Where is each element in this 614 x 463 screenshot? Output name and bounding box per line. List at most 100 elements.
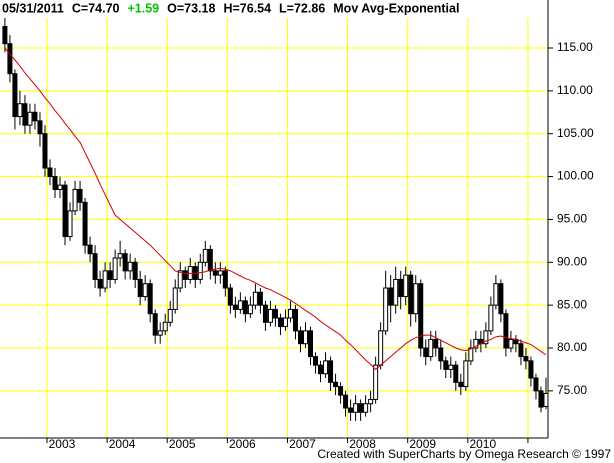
y-tick-label: 90.00 <box>557 254 587 268</box>
candle-body <box>42 133 48 169</box>
header-item: +1.59 <box>127 1 159 15</box>
candle-body <box>22 103 28 126</box>
candle-body <box>12 73 18 118</box>
y-tick-label: 95.00 <box>557 212 587 226</box>
candle-body <box>388 287 394 306</box>
candle-body <box>277 317 283 328</box>
candle-body <box>207 248 213 272</box>
candle-body <box>202 248 208 263</box>
candle-body <box>297 330 303 345</box>
candle-body <box>282 317 288 328</box>
candle-body <box>72 188 78 212</box>
candle-body <box>503 313 509 349</box>
candle-body <box>318 364 324 375</box>
moving-average-line <box>4 47 547 371</box>
candle-body <box>358 403 364 413</box>
candle-body <box>458 381 464 388</box>
candle-body <box>107 270 113 280</box>
x-tick-label: 2006 <box>229 437 256 451</box>
candle-body <box>433 338 439 349</box>
candle-body <box>92 253 98 280</box>
candle-body <box>448 364 454 370</box>
header-item: Mov Avg-Exponential <box>333 1 459 15</box>
candle-body <box>323 360 329 375</box>
candle-body <box>222 270 228 289</box>
candle-body <box>112 257 118 280</box>
candle-body <box>292 308 298 332</box>
header-item: H=76.54 <box>223 1 271 15</box>
x-tick-label: 2005 <box>169 437 196 451</box>
candle-body <box>468 347 474 362</box>
candle-body <box>127 261 133 272</box>
candle-body <box>543 392 549 407</box>
candle-body <box>137 278 143 298</box>
candle-body <box>453 364 459 383</box>
candle-body <box>87 244 93 255</box>
candle-body <box>52 176 58 190</box>
candle-body <box>117 253 123 259</box>
candle-body <box>438 347 444 362</box>
candle-body <box>167 308 173 323</box>
candle-body <box>247 304 253 315</box>
candle-body <box>488 304 494 332</box>
x-tick-label: 2010 <box>469 437 496 451</box>
candle-body <box>393 278 399 306</box>
candle-body <box>162 321 168 332</box>
candle-body <box>232 304 238 310</box>
candle-body <box>413 283 419 315</box>
y-tick-label: 80.00 <box>557 340 587 354</box>
y-tick-label: 75.00 <box>557 383 587 397</box>
candle-body <box>122 253 128 272</box>
candle-body <box>157 330 163 336</box>
candle-body <box>518 343 524 358</box>
candle-body <box>142 283 148 298</box>
candle-body <box>57 184 63 190</box>
candle-body <box>398 278 404 298</box>
candle-body <box>313 356 319 366</box>
y-tick-label: 115.00 <box>557 40 593 54</box>
candle-body <box>197 261 203 280</box>
candle-body <box>373 364 379 400</box>
x-tick-label: 2007 <box>289 437 316 451</box>
candle-body <box>508 338 514 349</box>
candle-body <box>538 390 544 408</box>
candle-body <box>443 360 449 370</box>
candle-body <box>308 330 314 358</box>
candle-body <box>533 377 539 392</box>
candle-body <box>328 360 334 383</box>
candle-body <box>47 167 53 178</box>
candle-body <box>177 270 183 289</box>
candle-body <box>97 278 103 289</box>
candle-body <box>378 330 384 366</box>
candle-body <box>212 270 218 276</box>
candle-body <box>252 291 258 306</box>
candle-body <box>67 210 73 238</box>
candle-body <box>172 287 178 310</box>
candle-body <box>257 291 263 306</box>
candle-body <box>17 103 23 118</box>
candle-body <box>132 261 138 280</box>
candle-body <box>242 300 248 315</box>
header-band <box>0 0 530 18</box>
header-item: 05/31/2011 <box>2 1 64 15</box>
candle-body <box>287 308 293 319</box>
candle-body <box>528 360 534 379</box>
grid <box>0 0 548 438</box>
candle-body <box>418 283 424 349</box>
candle-body <box>408 274 414 315</box>
y-tick-label: 105.00 <box>557 126 594 140</box>
candle-body <box>383 287 389 332</box>
candle-body <box>473 338 479 349</box>
marks <box>2 18 549 421</box>
candle-body <box>152 313 158 336</box>
candle-body <box>428 338 434 358</box>
candle-body <box>32 111 38 122</box>
candle-body <box>82 201 88 246</box>
candle-body <box>237 300 243 310</box>
candle-body <box>493 283 499 306</box>
y-tick-label: 110.00 <box>557 83 593 97</box>
candle-body <box>498 283 504 315</box>
candle-body <box>262 304 268 323</box>
y-tick-label: 85.00 <box>557 297 587 311</box>
